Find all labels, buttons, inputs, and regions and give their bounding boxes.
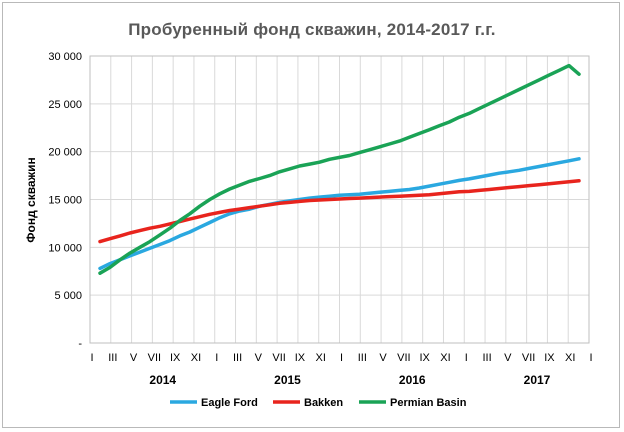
- y-tick-label: -: [78, 338, 82, 350]
- x-tick-label: I: [340, 352, 343, 364]
- x-tick-label: XI: [440, 352, 450, 364]
- x-tick-label: V: [379, 352, 387, 364]
- x-tick-label: VII: [272, 352, 285, 364]
- x-tick-label: III: [233, 352, 242, 364]
- x-tick-label: III: [482, 352, 491, 364]
- y-tick-label: 10 000: [48, 242, 82, 254]
- y-tick-label: 5 000: [54, 290, 82, 302]
- x-tick-label: IX: [295, 352, 306, 364]
- series-line: [98, 63, 581, 275]
- plot-area: [89, 55, 590, 344]
- y-tick-label: 30 000: [48, 51, 82, 63]
- year-label: 2016: [399, 373, 426, 387]
- y-tick-label: 15 000: [48, 195, 82, 207]
- x-tick-label: V: [255, 352, 263, 364]
- x-tick-label: XI: [191, 352, 201, 364]
- x-tick-label: I: [589, 352, 592, 364]
- x-tick-label: I: [465, 352, 468, 364]
- x-tick-label: V: [130, 352, 138, 364]
- series-line: [98, 157, 581, 271]
- legend-label: Bakken: [304, 397, 343, 409]
- x-tick-label: III: [358, 352, 367, 364]
- x-tick-label: IX: [419, 352, 430, 364]
- year-label: 2014: [149, 373, 176, 387]
- x-tick-label: VII: [397, 352, 410, 364]
- y-tick-label: 25 000: [48, 99, 82, 111]
- year-label: 2017: [524, 373, 551, 387]
- x-tick-label: I: [90, 352, 93, 364]
- x-tick-label: VII: [522, 352, 535, 364]
- x-tick-label: VII: [148, 352, 161, 364]
- x-tick-label: III: [108, 352, 117, 364]
- x-tick-label: IX: [170, 352, 181, 364]
- y-axis-label: Фонд скважин: [24, 157, 38, 242]
- chart-title: Пробуренный фонд скважин, 2014-2017 г.г.: [128, 20, 496, 39]
- legend-label: Permian Basin: [390, 397, 467, 409]
- x-tick-label: XI: [565, 352, 575, 364]
- legend-label: Eagle Ford: [201, 397, 258, 409]
- x-tick-label: I: [215, 352, 218, 364]
- chart-frame: [2, 2, 620, 428]
- x-tick-label: V: [504, 352, 512, 364]
- x-tick-label: XI: [316, 352, 326, 364]
- y-tick-label: 20 000: [48, 147, 82, 159]
- year-label: 2015: [274, 373, 301, 387]
- x-tick-label: IX: [544, 352, 555, 364]
